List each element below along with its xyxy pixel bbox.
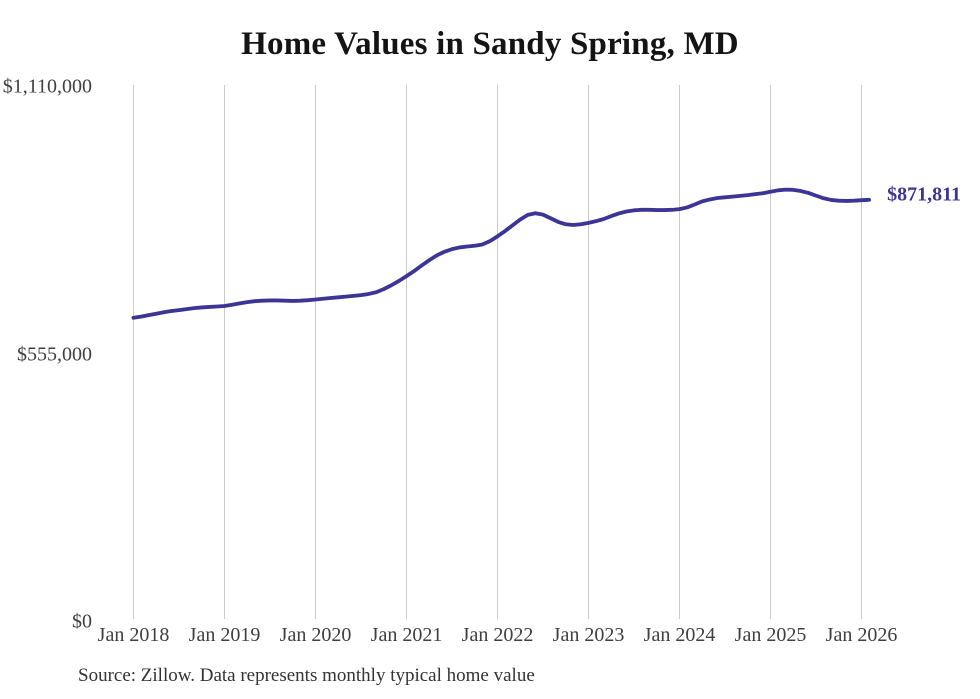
x-tick-label: Jan 2026 [825, 624, 898, 646]
source-note: Source: Zillow. Data represents monthly … [78, 665, 535, 686]
x-tick-label: Jan 2023 [552, 624, 625, 646]
home-value-line [131, 187, 871, 320]
end-value-label: $871,811 [887, 183, 961, 206]
y-tick-label: $1,110,000 [2, 75, 92, 98]
x-tick-label: Jan 2020 [279, 624, 352, 646]
x-tick-label: Jan 2019 [188, 624, 261, 646]
y-tick-label: $555,000 [17, 343, 92, 365]
x-tick-label: Jan 2022 [461, 624, 534, 646]
x-tick-label: Jan 2025 [734, 624, 807, 646]
chart-title: Home Values in Sandy Spring, MD [241, 26, 739, 62]
x-tick-label: Jan 2018 [97, 624, 170, 646]
y-tick-label: $0 [72, 610, 92, 633]
x-tick-label: Jan 2021 [370, 624, 443, 646]
x-tick-label: Jan 2024 [643, 624, 716, 646]
